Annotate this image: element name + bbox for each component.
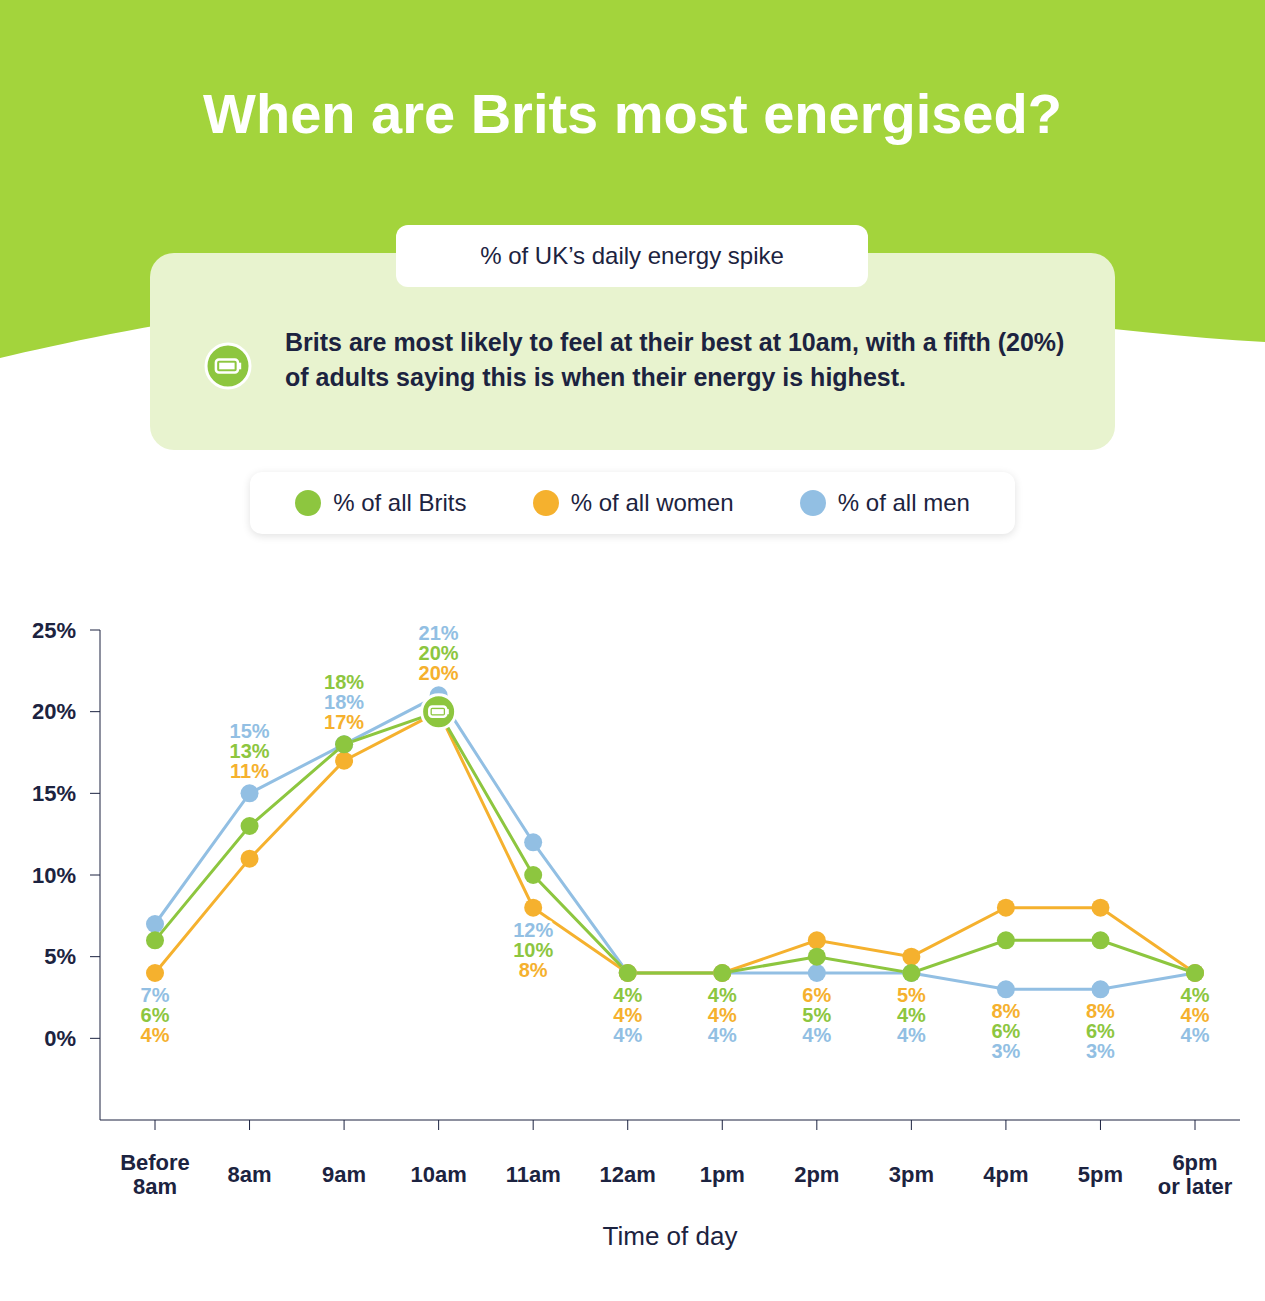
svg-text:8%: 8%	[1086, 1000, 1115, 1022]
svg-text:3%: 3%	[1086, 1040, 1115, 1062]
svg-text:10am: 10am	[410, 1162, 466, 1187]
svg-text:18%: 18%	[324, 671, 364, 693]
svg-text:4%: 4%	[613, 1004, 642, 1026]
html-text:% of UK’s daily energy spike: % of UK’s daily energy spike	[480, 242, 784, 269]
svg-text:15%: 15%	[32, 781, 76, 806]
svg-text:6pm: 6pm	[1172, 1150, 1217, 1175]
html-text:% of all men: % of all men	[837, 489, 970, 516]
svg-text:7%: 7%	[141, 984, 170, 1006]
svg-text:8am: 8am	[228, 1162, 272, 1187]
svg-text:5pm: 5pm	[1078, 1162, 1123, 1187]
svg-text:21%: 21%	[419, 622, 459, 644]
svg-text:0%: 0%	[44, 1026, 76, 1051]
svg-text:9am: 9am	[322, 1162, 366, 1187]
svg-text:3pm: 3pm	[889, 1162, 934, 1187]
svg-text:4%: 4%	[1181, 1004, 1210, 1026]
svg-text:15%: 15%	[230, 720, 270, 742]
svg-text:Time of day: Time of day	[603, 1221, 738, 1251]
svg-text:Before: Before	[120, 1150, 190, 1175]
svg-text:4%: 4%	[613, 984, 642, 1006]
svg-text:17%: 17%	[324, 711, 364, 733]
svg-text:4%: 4%	[897, 1004, 926, 1026]
svg-text:11am: 11am	[506, 1162, 561, 1187]
html-text:When are Brits most energised?: When are Brits most energised?	[203, 82, 1062, 145]
svg-text:8%: 8%	[519, 959, 548, 981]
svg-text:5%: 5%	[802, 1004, 831, 1026]
svg-text:4%: 4%	[1181, 984, 1210, 1006]
svg-text:12%: 12%	[513, 919, 553, 941]
svg-text:20%: 20%	[419, 642, 459, 664]
svg-text:4%: 4%	[708, 1024, 737, 1046]
html-text:Brits are most likely to feel: Brits are most likely to feel at their b…	[285, 328, 1065, 391]
svg-text:13%: 13%	[230, 740, 270, 762]
svg-text:5%: 5%	[44, 944, 76, 969]
html-text:% of all women: % of all women	[570, 489, 734, 516]
svg-text:4%: 4%	[613, 1024, 642, 1046]
svg-text:6%: 6%	[141, 1004, 170, 1026]
svg-text:11%: 11%	[230, 760, 269, 782]
svg-text:20%: 20%	[419, 662, 459, 684]
svg-text:4%: 4%	[897, 1024, 926, 1046]
svg-text:6%: 6%	[1086, 1020, 1115, 1042]
svg-text:10%: 10%	[513, 939, 553, 961]
svg-text:6%: 6%	[802, 984, 831, 1006]
svg-text:20%: 20%	[32, 699, 76, 724]
svg-text:5%: 5%	[897, 984, 926, 1006]
html-text:% of all Brits: % of all Brits	[333, 489, 467, 516]
svg-text:8%: 8%	[991, 1000, 1020, 1022]
svg-text:18%: 18%	[324, 691, 364, 713]
svg-text:3%: 3%	[991, 1040, 1020, 1062]
svg-text:25%: 25%	[32, 618, 76, 643]
svg-text:4pm: 4pm	[983, 1162, 1028, 1187]
svg-text:4%: 4%	[708, 984, 737, 1006]
svg-text:4%: 4%	[141, 1024, 170, 1046]
svg-text:4%: 4%	[802, 1024, 831, 1046]
svg-text:6%: 6%	[991, 1020, 1020, 1042]
svg-text:1pm: 1pm	[700, 1162, 745, 1187]
svg-text:8am: 8am	[133, 1174, 177, 1199]
svg-text:4%: 4%	[708, 1004, 737, 1026]
svg-text:12am: 12am	[600, 1162, 656, 1187]
svg-text:or later: or later	[1158, 1174, 1233, 1199]
svg-text:10%: 10%	[32, 863, 76, 888]
svg-text:4%: 4%	[1181, 1024, 1210, 1046]
svg-text:2pm: 2pm	[794, 1162, 839, 1187]
